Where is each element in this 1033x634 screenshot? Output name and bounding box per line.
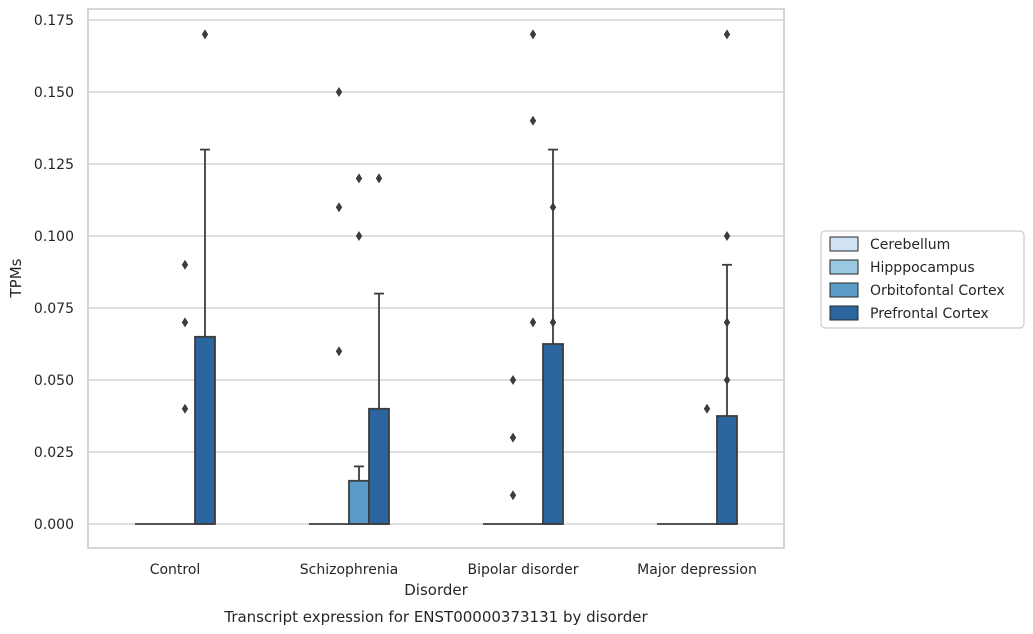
box-prefrontal-cortex: [716, 29, 738, 525]
legend-swatch: [829, 259, 859, 275]
outlier-point: [529, 29, 537, 40]
legend-swatch: [829, 236, 859, 252]
outlier-point: [181, 403, 189, 414]
outlier-point: [723, 317, 731, 328]
y-tick-label: 0.025: [34, 445, 74, 461]
box-orbitofontal-cortex: [697, 403, 717, 525]
outlier-point: [355, 231, 363, 241]
outlier-point: [509, 432, 517, 443]
legend-label: Cerebellum: [870, 237, 950, 253]
outlier-point: [181, 259, 189, 270]
outlier-point: [703, 403, 711, 414]
legend-label: Hipppocampus: [870, 260, 975, 276]
plot-frame: [87, 8, 785, 549]
y-axis: 0.000 0.025 0.050 0.075 0.100 0.125 0.150 0.175: [34, 13, 74, 533]
y-tick-label: 0.175: [34, 13, 74, 29]
outlier-point: [335, 346, 343, 357]
box-prefrontal-cortex: [194, 29, 216, 525]
outlier-point: [723, 375, 731, 385]
outlier-point: [335, 202, 343, 213]
y-tick-label: 0.075: [34, 301, 74, 317]
outlier-point: [335, 87, 343, 97]
y-tick-label: 0.150: [34, 85, 74, 101]
outlier-point: [529, 317, 537, 328]
x-tick-label: Control: [150, 562, 201, 578]
legend-swatch: [829, 282, 859, 298]
x-axis-label: Disorder: [404, 581, 468, 599]
outlier-point: [549, 202, 557, 213]
outlier-point: [355, 173, 363, 184]
box-prefrontal-cortex: [542, 148, 564, 525]
legend: Cerebellum Hipppocampus Orbitofontal Corte…: [820, 230, 1025, 329]
y-axis-label: TPMs: [7, 258, 25, 298]
outlier-point: [549, 317, 557, 328]
x-tick-label: Major depression: [637, 562, 757, 578]
box: [368, 407, 390, 525]
y-tick-label: 0.000: [34, 517, 74, 533]
outlier-point: [375, 173, 383, 184]
y-tick-label: 0.100: [34, 229, 74, 245]
plot-area: [135, 29, 738, 525]
box-orbitofontal-cortex: [348, 173, 370, 525]
box-hipppocampus: [329, 87, 349, 525]
box-prefrontal-cortex: [368, 173, 390, 525]
box: [348, 479, 370, 525]
box-orbitofontal-cortex: [523, 29, 543, 525]
chart-title: Transcript expression for ENST0000037313…: [223, 608, 648, 626]
box: [716, 415, 738, 525]
box: [542, 343, 564, 525]
x-tick-label: Bipolar disorder: [467, 562, 578, 578]
outlier-point: [181, 317, 189, 328]
legend-swatch: [829, 305, 859, 321]
box: [194, 335, 216, 525]
legend-label: Orbitofontal Cortex: [870, 283, 1005, 299]
y-tick-label: 0.050: [34, 373, 74, 389]
outlier-point: [723, 231, 731, 241]
outlier-point: [529, 115, 537, 126]
x-axis: Control Schizophrenia Bipolar disorder Majo…: [150, 562, 757, 578]
legend-frame: [820, 230, 1025, 329]
y-tick-label: 0.125: [34, 157, 74, 173]
outlier-point: [723, 29, 731, 40]
x-tick-label: Schizophrenia: [300, 562, 398, 578]
legend-label: Prefrontal Cortex: [870, 306, 989, 322]
outlier-point: [509, 490, 517, 501]
box-orbitofontal-cortex: [175, 259, 195, 525]
outlier-point: [201, 29, 209, 40]
outlier-point: [509, 375, 517, 385]
box-hipppocampus: [503, 375, 523, 525]
grid-lines: [88, 19, 784, 525]
